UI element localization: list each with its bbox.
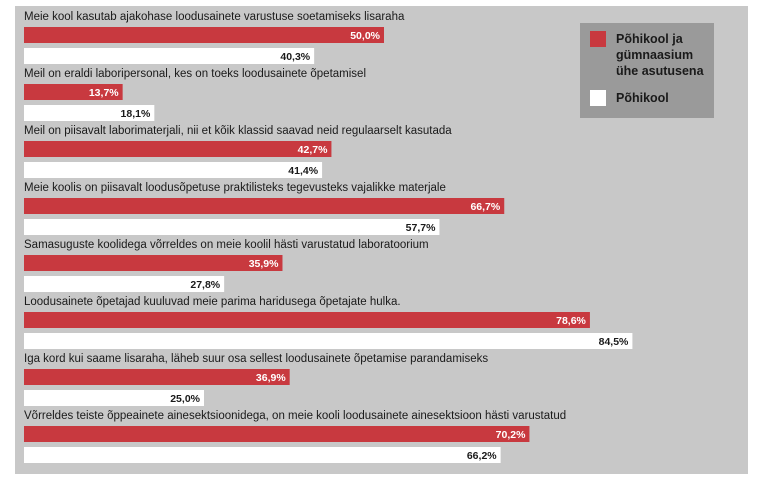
data-label-series-2: 41,4% [288, 165, 318, 177]
data-label-series-2: 57,7% [406, 222, 436, 234]
bar-series-1 [24, 312, 590, 328]
category-label: Meie kool kasutab ajakohase loodusainete… [24, 11, 405, 23]
data-label-series-2: 66,2% [467, 450, 497, 462]
bar-series-2 [24, 162, 323, 178]
legend-label: gümnaasium [616, 48, 693, 62]
data-label-series-1: 36,9% [256, 372, 286, 384]
legend-swatch [590, 31, 606, 47]
bar-series-1 [24, 84, 123, 100]
data-label-series-2: 27,8% [190, 279, 220, 291]
bar-series-2 [24, 48, 315, 64]
data-label-series-1: 50,0% [350, 30, 380, 42]
category-label: Loodusainete õpetajad kuuluvad meie pari… [24, 296, 401, 308]
data-label-series-2: 84,5% [599, 336, 629, 348]
bar-series-2 [24, 447, 501, 463]
data-label-series-1: 66,7% [470, 201, 500, 213]
legend-label: Põhikool ja [616, 32, 684, 46]
bar-series-1 [24, 198, 505, 214]
bar-series-1 [24, 141, 332, 157]
data-label-series-2: 25,0% [170, 393, 200, 405]
bar-series-1 [24, 369, 290, 385]
category-label: Meil on piisavalt laborimaterjali, nii e… [24, 125, 452, 137]
data-label-series-2: 18,1% [121, 108, 151, 120]
data-label-series-1: 78,6% [556, 315, 586, 327]
data-label-series-1: 13,7% [89, 87, 119, 99]
category-label: Meil on eraldi laboripersonal, kes on to… [24, 68, 366, 80]
bar-series-2 [24, 276, 225, 292]
data-label-series-2: 40,3% [280, 51, 310, 63]
data-label-series-1: 35,9% [249, 258, 279, 270]
category-label: Iga kord kui saame lisaraha, läheb suur … [24, 353, 488, 365]
data-label-series-1: 42,7% [298, 144, 328, 156]
bar-series-2 [24, 219, 440, 235]
data-label-series-1: 70,2% [496, 429, 526, 441]
bar-series-2 [24, 333, 633, 349]
bar-series-1 [24, 255, 283, 271]
category-label: Samasuguste koolidega võrreldes on meie … [24, 239, 429, 251]
legend-label: ühe asutusena [616, 64, 705, 78]
bar-series-2 [24, 390, 204, 406]
bar-series-1 [24, 27, 384, 43]
bar-series-1 [24, 426, 530, 442]
category-label: Meie koolis on piisavalt loodusõpetuse p… [24, 182, 446, 194]
bar-series-2 [24, 105, 155, 121]
category-label: Võrreldes teiste õppeainete ainesektsioo… [24, 410, 566, 422]
legend-label: Põhikool [616, 91, 669, 105]
legend-swatch [590, 90, 606, 106]
